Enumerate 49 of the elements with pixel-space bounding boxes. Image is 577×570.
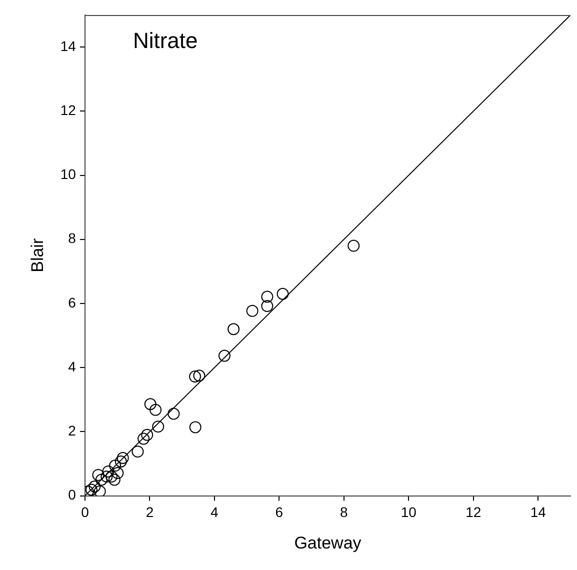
point (102, 465, 114, 478)
point (152, 420, 164, 433)
y-tick-label: 6 (68, 294, 76, 310)
y-tick-label: 14 (60, 38, 76, 54)
point (106, 470, 118, 483)
point (109, 460, 122, 472)
x-tick-label: 8 (340, 504, 348, 520)
x-tick-label: 6 (275, 504, 284, 520)
point (218, 350, 230, 362)
point (246, 304, 258, 317)
x-axis-title: Gateway (294, 533, 362, 552)
point (108, 474, 120, 486)
point (276, 288, 289, 300)
y-axis-title: Blair (28, 238, 47, 272)
x-tick-label: 10 (400, 504, 417, 520)
x-tick-label: 14 (530, 504, 546, 520)
x-tick-label: 12 (466, 504, 482, 520)
point (261, 300, 274, 312)
x-tick-label: 4 (210, 504, 219, 520)
y-tick-label: 10 (60, 166, 76, 182)
point (88, 480, 101, 493)
point (193, 370, 206, 382)
point (144, 398, 156, 410)
y-tick-label: 8 (68, 230, 76, 246)
point (141, 428, 154, 441)
y-tick-label: 0 (68, 486, 76, 503)
point (116, 452, 129, 464)
point (85, 484, 98, 496)
y-tick-label: 2 (68, 422, 76, 439)
x-tick-label: 2 (146, 504, 154, 520)
point (189, 421, 202, 434)
point (95, 474, 108, 486)
point (112, 467, 124, 480)
annotation: Nitrate (132, 28, 198, 54)
point (261, 290, 274, 303)
point (92, 468, 104, 481)
point (228, 323, 240, 336)
point (168, 408, 180, 420)
point (189, 370, 202, 383)
point (94, 485, 106, 496)
point (114, 456, 127, 468)
point (348, 240, 360, 252)
y-tick-label: 12 (60, 102, 76, 118)
y-tick-label: 4 (68, 358, 76, 374)
point (132, 446, 144, 458)
point (150, 404, 162, 416)
point (138, 432, 150, 445)
point (100, 470, 113, 483)
x-tick-label: 0 (81, 504, 90, 520)
